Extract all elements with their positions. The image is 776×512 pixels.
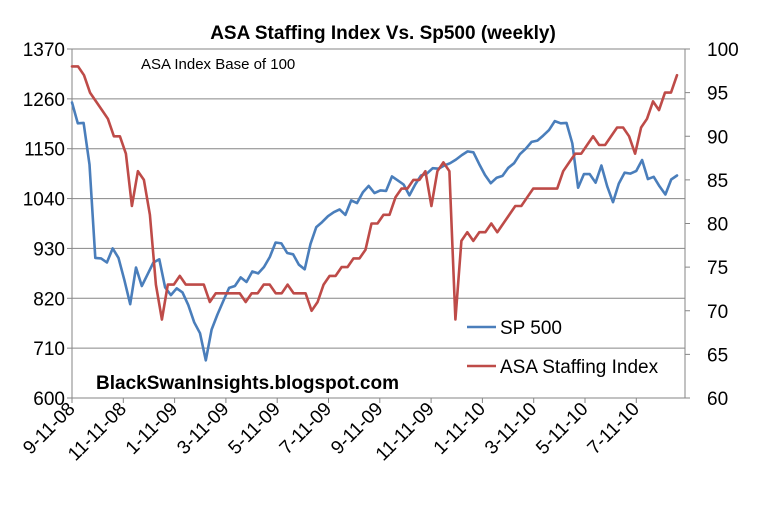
right-tick-label: 90	[707, 127, 728, 148]
x-axis: 9-11-0811-11-081-11-093-11-095-11-097-11…	[19, 397, 685, 465]
right-tick-label: 75	[707, 258, 728, 279]
x-tick-label: 5-11-09	[225, 399, 285, 459]
right-tick-label: 60	[707, 389, 728, 410]
right-tick-label: 80	[707, 215, 728, 236]
annotation-text: ASA Index Base of 100	[141, 56, 295, 73]
left-tick-label: 1260	[23, 90, 65, 111]
legend: SP 500 ASA Staffing Index	[467, 318, 659, 378]
x-tick-label: 7-11-09	[276, 399, 336, 459]
x-tick-label: 3-11-10	[481, 399, 541, 459]
left-tick-label: 600	[33, 389, 65, 410]
x-tick-label: 7-11-10	[584, 399, 644, 459]
left-axis-ticks: 600 710 820 930 1040 1150 1260 1370	[23, 40, 73, 410]
x-tick-label: 1-11-10	[430, 399, 490, 459]
series-line-asa-staffing-index	[70, 65, 679, 321]
x-tick-label: 1-11-09	[122, 399, 182, 459]
right-tick-label: 65	[707, 345, 728, 366]
watermark-text: BlackSwanInsights.blogspot.com	[96, 373, 399, 394]
series-line-sp500	[70, 101, 679, 362]
right-tick-label: 100	[707, 40, 739, 61]
x-tick-label: 3-11-09	[173, 399, 233, 459]
right-tick-label: 85	[707, 171, 728, 192]
legend-label: SP 500	[500, 318, 562, 339]
left-tick-label: 1150	[24, 140, 65, 161]
right-tick-label: 95	[707, 84, 728, 105]
left-tick-label: 1040	[23, 190, 65, 211]
chart-title: ASA Staffing Index Vs. Sp500 (weekly)	[210, 23, 556, 44]
right-tick-label: 70	[707, 302, 728, 323]
gridlines	[72, 48, 685, 399]
left-tick-label: 1370	[23, 40, 65, 61]
legend-label: ASA Staffing Index	[500, 357, 659, 378]
left-tick-label: 820	[33, 289, 65, 310]
x-tick-label: 5-11-10	[532, 399, 592, 459]
right-axis-ticks: 60 65 70 75 80 85 90 95 100	[684, 40, 739, 410]
left-tick-label: 930	[33, 239, 65, 260]
left-tick-label: 710	[33, 339, 65, 360]
plot-lines	[70, 65, 679, 362]
